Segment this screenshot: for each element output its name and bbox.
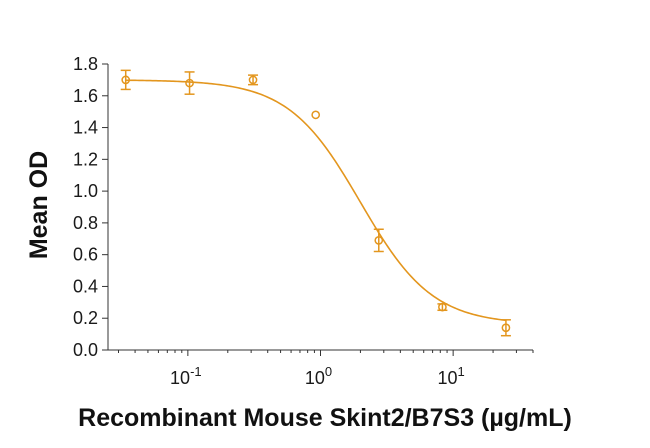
- data-point: [248, 75, 258, 85]
- y-tick-label: 1.6: [73, 86, 98, 106]
- y-tick-label: 1.4: [73, 118, 98, 138]
- y-tick-label: 0.4: [73, 276, 98, 296]
- data-point: [438, 302, 447, 312]
- y-tick-label: 0.8: [73, 213, 98, 233]
- y-tick-label: 0.0: [73, 340, 98, 360]
- y-tick-label: 1.8: [73, 54, 98, 74]
- y-axis-title: Mean OD: [25, 151, 53, 259]
- data-points: [120, 69, 511, 337]
- data-point: [374, 236, 384, 245]
- fit-curve: [125, 79, 507, 322]
- data-point: [121, 75, 131, 85]
- x-tick-label: 100: [305, 364, 332, 388]
- y-tick-label: 0.6: [73, 245, 98, 265]
- data-point: [311, 110, 321, 120]
- x-tick-label: 10-1: [170, 364, 202, 388]
- y-tick-label: 0.2: [73, 308, 98, 328]
- x-tick-label: 101: [438, 364, 465, 388]
- y-tick-label: 1.2: [73, 149, 98, 169]
- data-point: [185, 78, 194, 88]
- x-axis-title: Recombinant Mouse Skint2/B7S3 (µg/mL): [78, 404, 572, 432]
- x-ticks: 10-1 100 101: [118, 350, 534, 388]
- y-tick-label: 1.0: [73, 181, 98, 201]
- data-point: [501, 323, 511, 333]
- y-ticks: 0.0 0.2 0.4 0.6 0.8 1.0 1.2 1.4 1.6 1.8: [73, 54, 108, 360]
